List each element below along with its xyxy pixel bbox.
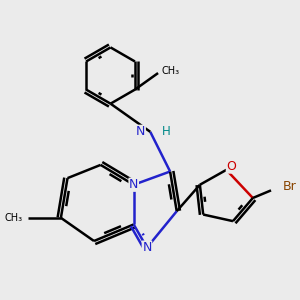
Text: N: N [142,241,152,254]
Text: N: N [136,125,145,138]
Text: CH₃: CH₃ [5,213,23,223]
Text: N: N [129,178,138,191]
Text: O: O [226,160,236,173]
Text: H: H [162,125,171,138]
Text: Br: Br [283,180,296,193]
Text: CH₃: CH₃ [161,66,179,76]
